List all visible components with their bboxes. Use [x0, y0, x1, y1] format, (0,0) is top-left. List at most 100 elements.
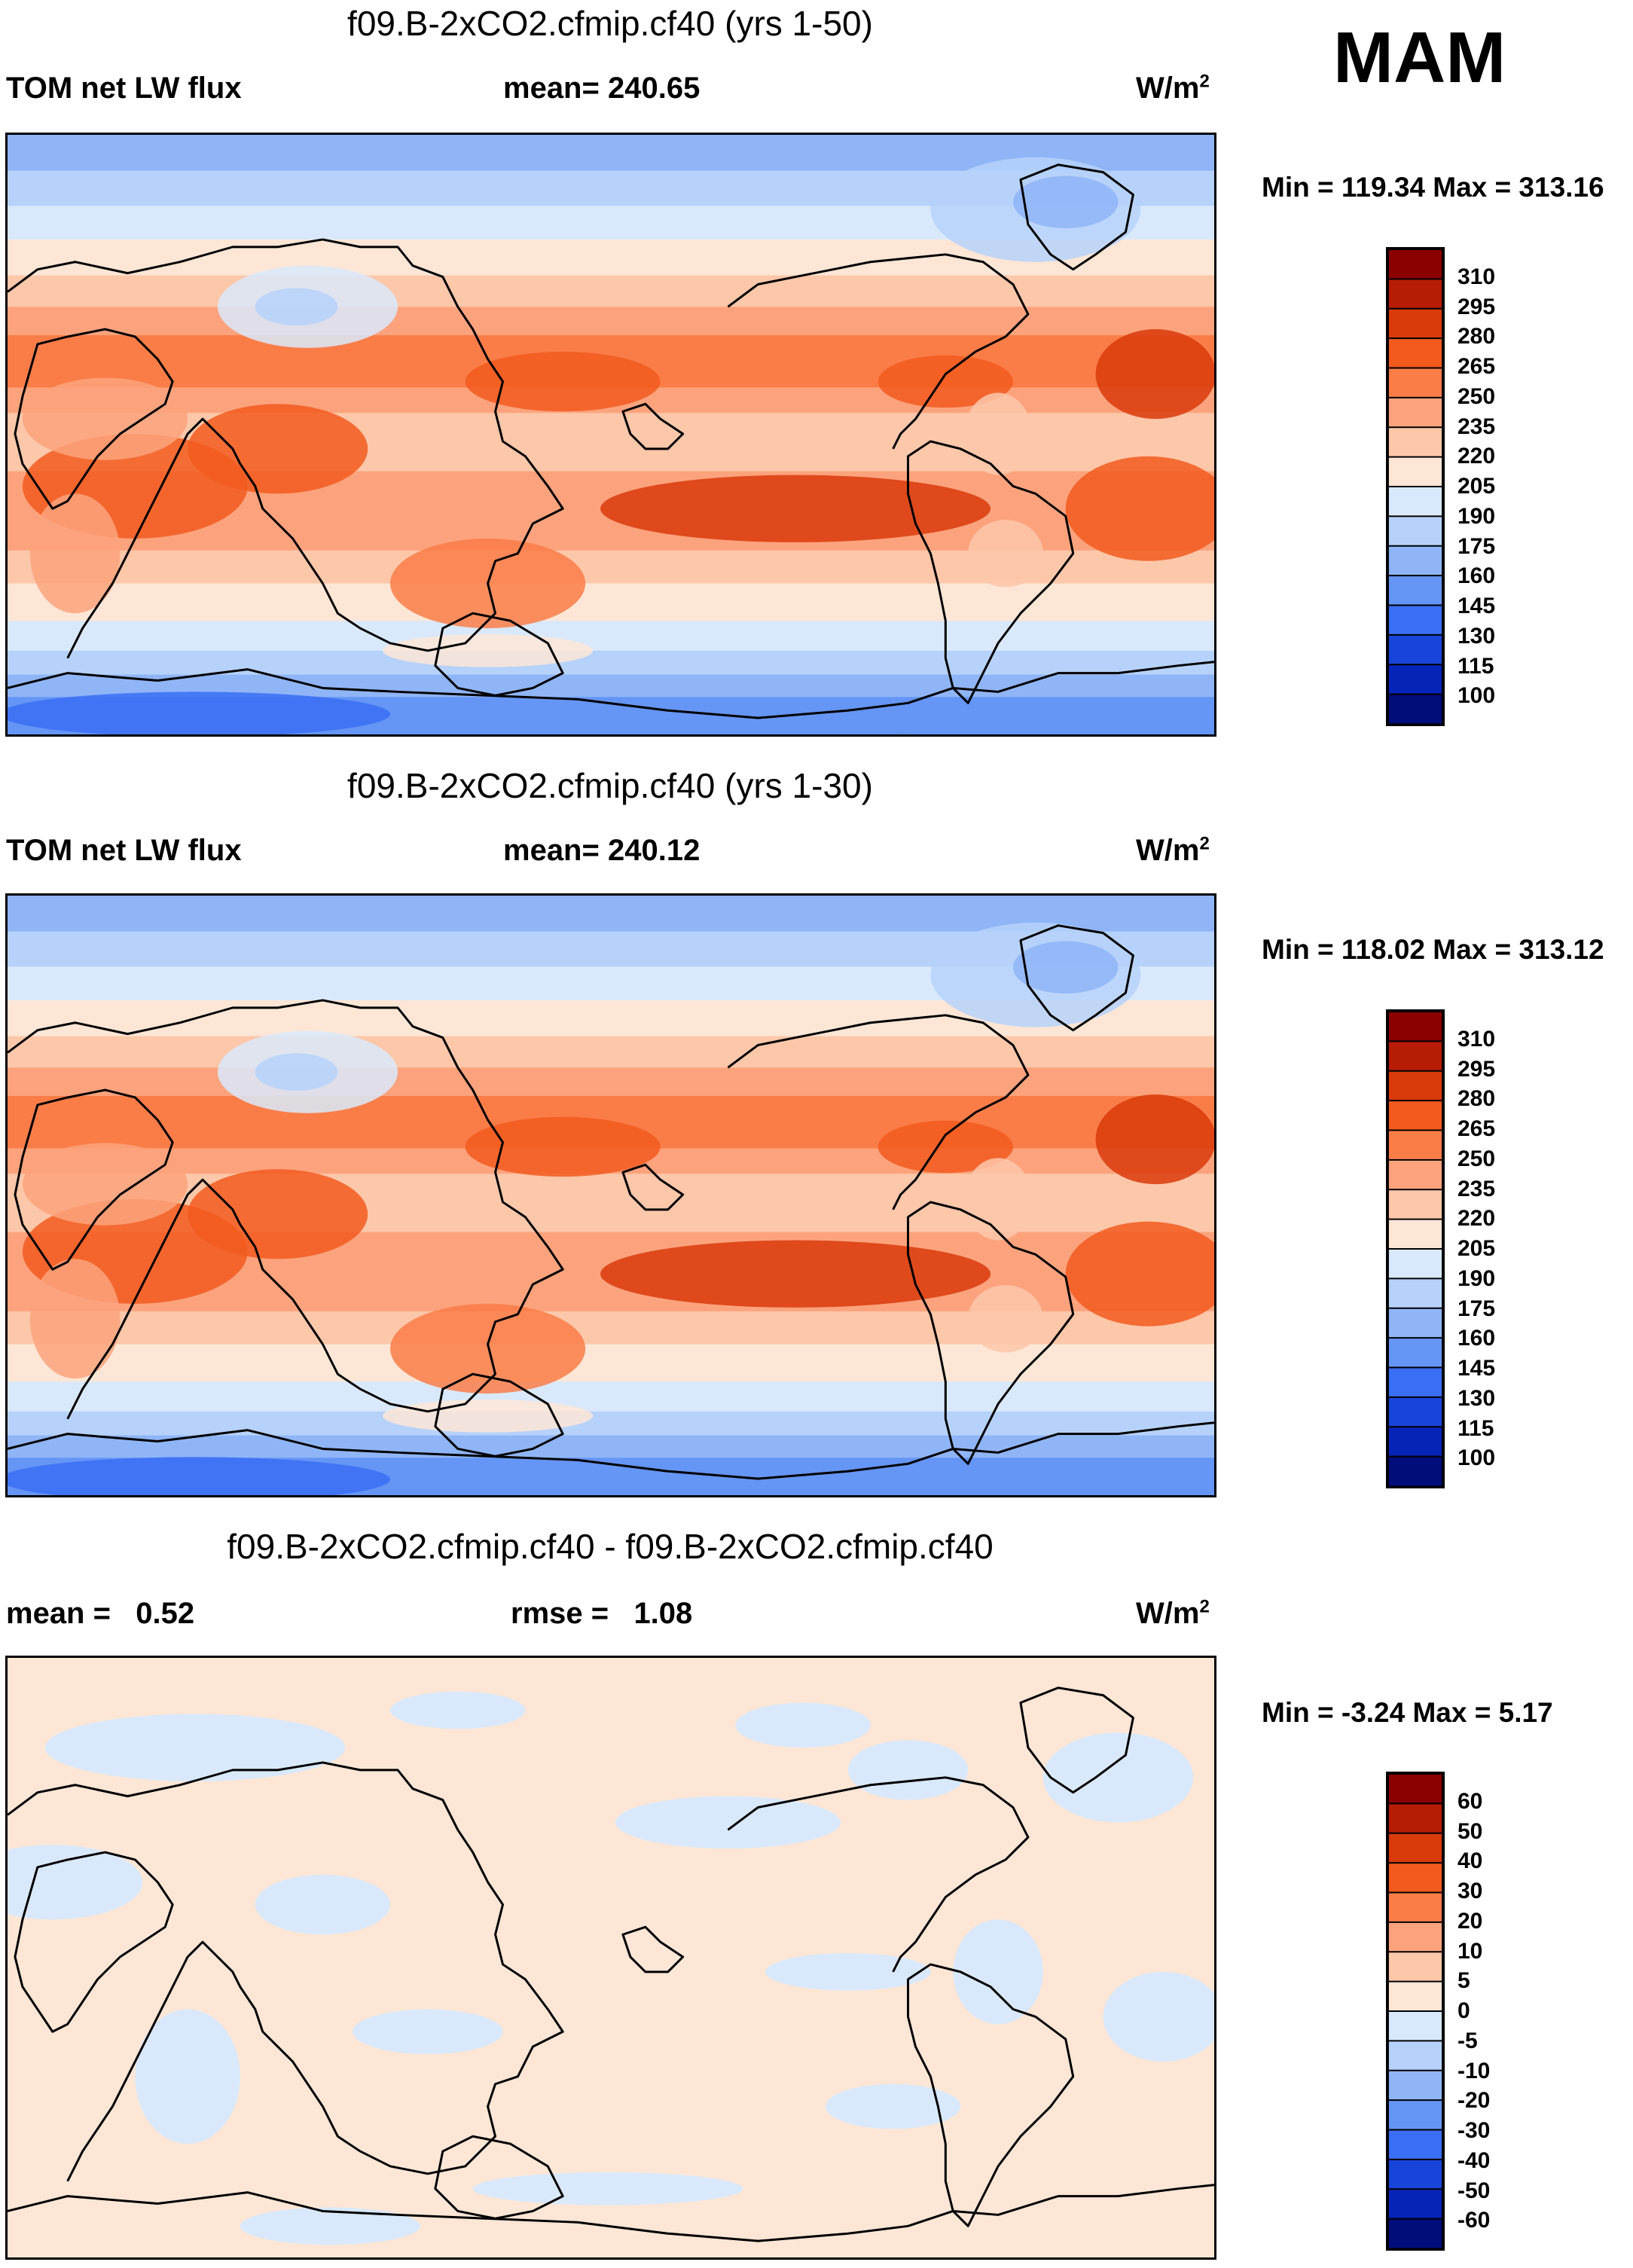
colorbar-swatch [1388, 426, 1442, 459]
coastline [8, 999, 564, 1420]
contour-band [8, 1036, 1214, 1069]
panel3-units: W/m2 [1136, 1596, 1210, 1630]
panel3-rmse-label: rmse = 1.08 [511, 1597, 693, 1630]
colorbar-swatch [1388, 1455, 1442, 1486]
colorbar-tick-label: 115 [1457, 653, 1494, 679]
colorbar-swatch [1388, 545, 1442, 577]
contour-region [29, 493, 121, 614]
contour-region [465, 351, 661, 412]
coastline [8, 238, 564, 659]
colorbar-tick-label: 130 [1457, 1385, 1496, 1411]
colorbar-tick-label: 265 [1457, 354, 1496, 379]
colorbar-tick-label: 190 [1457, 503, 1496, 529]
contour-band [8, 1411, 1214, 1436]
colorbar-swatch [1388, 1951, 1442, 1983]
coastline [8, 1761, 564, 2182]
colorbar-swatch [1388, 693, 1442, 724]
contour-region [968, 1285, 1043, 1353]
contour-region [472, 2172, 743, 2205]
colorbar-swatch [1388, 1366, 1442, 1399]
contour-band [8, 1095, 1214, 1121]
coastline [14, 328, 174, 510]
colorbar-tick-label: 295 [1457, 1056, 1496, 1082]
coastline [8, 2184, 1214, 2242]
panel1-min-max: Min = 119.34 Max = 313.16 [1262, 172, 1604, 203]
contour-region [135, 2009, 240, 2144]
panel3-map [5, 1656, 1216, 2260]
panel1-map [5, 133, 1216, 737]
colorbar-swatch [1388, 1337, 1442, 1369]
colorbar-swatch [1388, 1277, 1442, 1310]
contour-region [8, 691, 391, 734]
panel3-mean-label: mean = 0.52 [6, 1597, 195, 1630]
colorbar-tick-label: 250 [1457, 1146, 1496, 1171]
contour-region [8, 1845, 143, 1920]
contour-band [8, 1381, 1214, 1412]
colorbar-swatch [1388, 515, 1442, 548]
colorbar-swatch [1388, 1248, 1442, 1280]
contour-region [735, 1702, 871, 1748]
colorbar-tick-label: 30 [1457, 1879, 1483, 1903]
contour-region [420, 710, 946, 734]
contour-region [465, 1116, 661, 1177]
colorbar-swatch [1388, 2069, 1442, 2102]
colorbar-tick-label: 235 [1457, 1176, 1496, 1201]
colorbar-swatch [1388, 1862, 1442, 1894]
contour-region [255, 288, 338, 326]
contour-region [383, 1399, 594, 1433]
colorbar-swatch [1388, 1307, 1442, 1339]
contour-region [1013, 176, 1119, 229]
contour-region [878, 355, 1013, 408]
colorbar-tick-label: 160 [1457, 563, 1496, 589]
colorbar-tick-label: 250 [1457, 383, 1496, 409]
coastline [907, 1201, 1075, 1465]
colorbar-tick-label: -20 [1457, 2088, 1491, 2114]
colorbar-swatch [1388, 1070, 1442, 1102]
colorbar-tick-label: 175 [1457, 1296, 1496, 1321]
panel2-variable-label: TOM net LW flux [6, 834, 242, 867]
coastline [434, 2135, 564, 2220]
colorbar-swatch [1388, 1774, 1442, 1805]
contour-band [8, 275, 1214, 308]
colorbar-swatch [1388, 2188, 1442, 2221]
coastline [8, 661, 1214, 719]
panel3-min-max: Min = -3.24 Max = 5.17 [1262, 1697, 1553, 1728]
colorbar-tick-label: 280 [1457, 1086, 1496, 1112]
colorbar-swatch [1388, 2099, 1442, 2131]
contour-region [964, 392, 1032, 475]
contour-band [8, 583, 1214, 622]
contour-region [600, 1240, 991, 1308]
colorbar-tick-label: 115 [1457, 1415, 1494, 1441]
contour-region [188, 1169, 368, 1259]
colorbar-tick-label: 60 [1457, 1788, 1483, 1814]
colorbar-tick-label: -10 [1457, 2058, 1491, 2083]
panel2-mean-label: mean= 240.12 [503, 834, 701, 867]
colorbar-swatch [1388, 1426, 1442, 1458]
colorbar-swatch [1388, 1832, 1442, 1864]
contour-region [383, 634, 594, 667]
colorbar-tick-label: 5 [1457, 1968, 1470, 1994]
colorbar-tick-label: 205 [1457, 1236, 1496, 1261]
contour-region [615, 1796, 841, 1849]
contour-region [878, 1120, 1013, 1174]
colorbar-swatch [1388, 2158, 1442, 2190]
contour-region [964, 1158, 1032, 1241]
colorbar-tick-label: 205 [1457, 474, 1496, 499]
coastline [8, 1421, 1214, 1480]
contour-region [255, 1874, 391, 1935]
colorbar-swatch [1388, 575, 1442, 606]
coastline [621, 402, 685, 450]
colorbar-swatch [1388, 2129, 1442, 2161]
colorbar-tick-label: 20 [1457, 1908, 1483, 1934]
colorbar-tick-label: 220 [1457, 1206, 1496, 1232]
contour-band [8, 621, 1214, 652]
contour-region [8, 1457, 391, 1495]
colorbar-swatch [1388, 633, 1442, 666]
colorbar-swatch [1388, 1891, 1442, 1924]
colorbar-swatch [1388, 307, 1442, 340]
contour-band [8, 1174, 1214, 1203]
colorbar-swatch [1388, 367, 1442, 399]
colorbar-tick-label: -5 [1457, 2028, 1478, 2053]
contour-region [188, 404, 368, 494]
colorbar-tick-label: -50 [1457, 2178, 1491, 2203]
